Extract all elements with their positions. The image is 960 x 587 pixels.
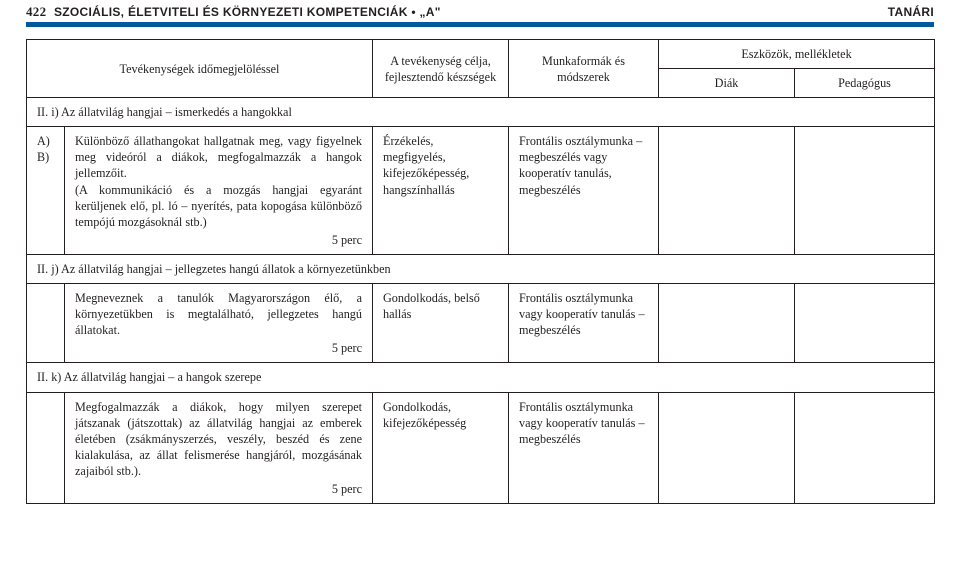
section-i-title: II. i) Az állatvilág hangjai – ismerkedé…: [27, 98, 935, 127]
ab-cell: [27, 392, 65, 504]
page-number: 422: [26, 4, 46, 19]
table-header-row: Tevékenységek időmegjelöléssel A tevéken…: [27, 40, 935, 69]
header-rule: [26, 22, 934, 27]
th-student: Diák: [659, 69, 795, 98]
activity-cell: Különböző állathangokat hallgatnak meg, …: [65, 127, 373, 255]
activity-time: 5 perc: [75, 338, 362, 356]
student-cell: [659, 392, 795, 504]
th-teacher: Pedagógus: [795, 69, 935, 98]
activity-text: Megfogalmazzák a diákok, hogy milyen sze…: [75, 399, 362, 479]
activity-text: Megneveznek a tanulók Magyarországon élő…: [75, 290, 362, 338]
work-cell: Frontális osztálymunka vagy kooperatív t…: [509, 392, 659, 504]
section-j-title: II. j) Az állatvilág hangjai – jellegzet…: [27, 254, 935, 283]
teacher-cell: [795, 284, 935, 363]
section-heading-row: II. i) Az állatvilág hangjai – ismerkedé…: [27, 98, 935, 127]
activity-time: 5 perc: [75, 230, 362, 248]
goal-cell: Érzékelés, megfigyelés, kifejezőképesség…: [373, 127, 509, 255]
work-cell: Frontális osztálymunka vagy kooperatív t…: [509, 284, 659, 363]
th-activities: Tevékenységek időmegjelöléssel: [27, 40, 373, 98]
section-k-title: II. k) Az állatvilág hangjai – a hangok …: [27, 363, 935, 392]
section-heading-row: II. k) Az állatvilág hangjai – a hangok …: [27, 363, 935, 392]
section-heading-row: II. j) Az állatvilág hangjai – jellegzet…: [27, 254, 935, 283]
student-cell: [659, 127, 795, 255]
activity-text: Különböző állathangokat hallgatnak meg, …: [75, 133, 362, 230]
goal-cell: Gondolkodás, kifejezőképesség: [373, 392, 509, 504]
header-title: SZOCIÁLIS, ÉLETVITELI ÉS KÖRNYEZETI KOMP…: [54, 5, 441, 19]
lesson-table: Tevékenységek időmegjelöléssel A tevéken…: [26, 39, 935, 504]
th-workforms: Munkaformák és módszerek: [509, 40, 659, 98]
page-content: Tevékenységek időmegjelöléssel A tevéken…: [0, 39, 960, 530]
table-row: Megneveznek a tanulók Magyarországon élő…: [27, 284, 935, 363]
activity-cell: Megneveznek a tanulók Magyarországon élő…: [65, 284, 373, 363]
activity-cell: Megfogalmazzák a diákok, hogy milyen sze…: [65, 392, 373, 504]
th-tools: Eszközök, mellékletek: [659, 40, 935, 69]
table-row: A) B) Különböző állathangokat hallgatnak…: [27, 127, 935, 255]
header-right: TANÁRI: [888, 5, 934, 19]
teacher-cell: [795, 127, 935, 255]
page-header: 422 SZOCIÁLIS, ÉLETVITELI ÉS KÖRNYEZETI …: [0, 0, 960, 22]
ab-cell: [27, 284, 65, 363]
teacher-cell: [795, 392, 935, 504]
activity-time: 5 perc: [75, 479, 362, 497]
work-cell: Frontális osztálymunka – megbeszélés vag…: [509, 127, 659, 255]
header-left: 422 SZOCIÁLIS, ÉLETVITELI ÉS KÖRNYEZETI …: [26, 4, 441, 20]
ab-cell: A) B): [27, 127, 65, 255]
student-cell: [659, 284, 795, 363]
table-row: Megfogalmazzák a diákok, hogy milyen sze…: [27, 392, 935, 504]
goal-cell: Gondolkodás, belső hallás: [373, 284, 509, 363]
th-goal: A tevékenység célja, fejlesztendő készsé…: [373, 40, 509, 98]
